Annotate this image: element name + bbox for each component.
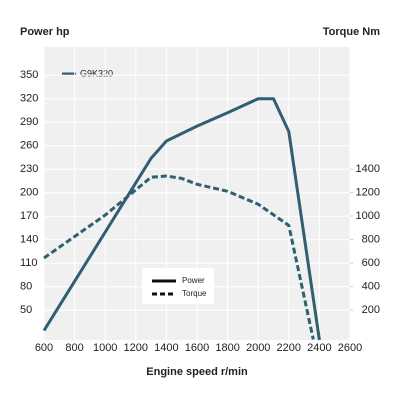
y-tick-label: 170 xyxy=(20,210,38,222)
y2-axis-title: Torque Nm xyxy=(323,26,380,38)
y-axis-title: Power hp xyxy=(20,26,70,38)
x-tick-label: 1800 xyxy=(215,342,239,354)
y2-tick-label: 200 xyxy=(362,304,380,316)
y2-tick-label: 1200 xyxy=(356,186,380,198)
x-tick-label: 2600 xyxy=(338,342,362,354)
y-tick-label: 350 xyxy=(20,69,38,81)
series-line xyxy=(43,174,315,340)
x-tick-label: 1400 xyxy=(154,342,178,354)
y2-tick-label: 1400 xyxy=(356,163,380,175)
annotation: G9K320 xyxy=(80,68,113,78)
y-tick-label: 260 xyxy=(20,140,38,152)
legend-box xyxy=(142,268,214,304)
x-tick-label: 600 xyxy=(35,342,53,354)
legend-label: Power xyxy=(182,276,205,285)
y-tick-label: 140 xyxy=(20,234,38,246)
series-line xyxy=(42,97,321,341)
y-tick-label: 50 xyxy=(20,304,32,316)
y-tick-label: 110 xyxy=(20,257,38,269)
y-tick-label: 320 xyxy=(20,93,38,105)
x-tick-label: 1600 xyxy=(185,342,209,354)
x-tick-label: 2000 xyxy=(246,342,270,354)
y-tick-label: 80 xyxy=(20,281,32,293)
y-tick-label: 200 xyxy=(20,187,38,199)
x-tick-label: 1000 xyxy=(93,342,117,354)
x-tick-label: 2200 xyxy=(277,342,301,354)
y-tick-label: 290 xyxy=(20,116,38,128)
x-tick-label: 800 xyxy=(65,342,83,354)
y2-tick-label: 600 xyxy=(362,257,380,269)
x-tick-label: 2400 xyxy=(307,342,331,354)
y2-tick-label: 400 xyxy=(362,280,380,292)
y2-tick-label: 1000 xyxy=(356,210,380,222)
x-tick-label: 1200 xyxy=(124,342,148,354)
legend-label: Torque xyxy=(182,289,207,298)
y2-tick-label: 800 xyxy=(362,233,380,245)
x-axis-title: Engine speed r/min xyxy=(146,366,248,378)
y-tick-label: 230 xyxy=(20,163,38,175)
